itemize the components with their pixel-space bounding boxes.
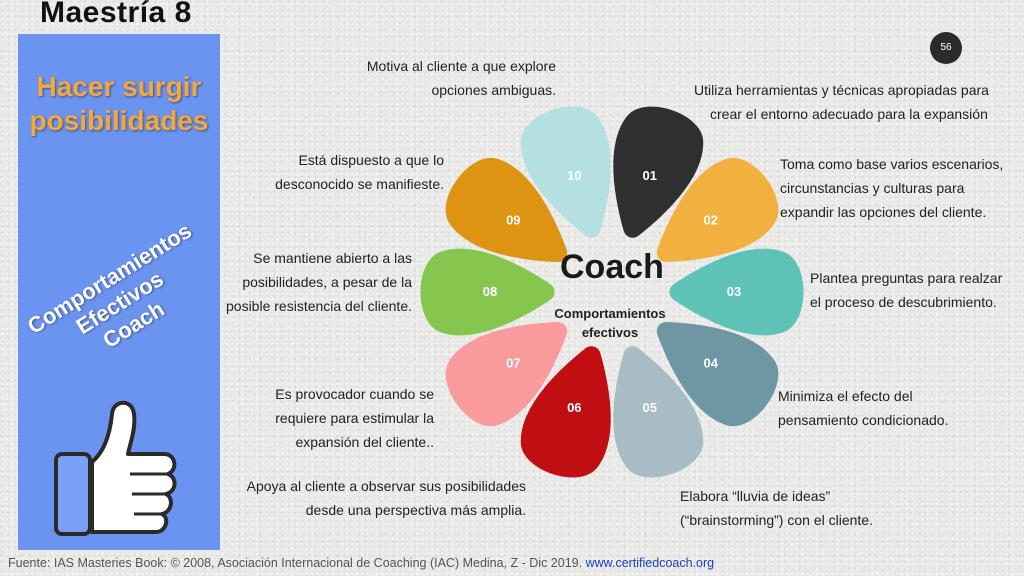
note-04-line1: Minimiza el efecto del [778,388,913,404]
side-heading-line2: posibilidades [29,105,209,136]
note-02: Toma como base varios escenarios, circun… [780,152,1003,224]
note-03-line2: el proceso de descubrimiento. [810,294,997,310]
note-02-line3: expandir las opciones del cliente. [780,204,987,220]
side-panel: Hacer surgir posibilidades Comportamient… [18,34,220,550]
petal-10: 10 [520,106,611,238]
petal-label-06: 06 [567,400,581,415]
note-08: Se mantiene abierto a las posibilidades,… [200,246,412,318]
petal-label-04: 04 [703,356,718,371]
petal-label-08: 08 [483,284,497,299]
note-10-line2: opciones ambiguas. [431,82,556,98]
note-06-line2: desde una perspectiva más amplia. [305,502,526,518]
center-title: Coach [560,248,664,286]
page-number-badge: 56 [930,32,962,64]
footer-source: Fuente: IAS Masteries Book: © 2008, Asoc… [8,556,583,570]
petal-05: 05 [613,346,704,478]
thumbs-up-icon [54,400,177,536]
note-01-line1: Utiliza herramientas y técnicas apropiad… [694,82,989,98]
note-07: Es provocador cuando se requiere para es… [240,382,434,454]
petal-01: 01 [613,106,704,238]
note-03-line1: Plantea preguntas para realzar [810,270,1003,286]
note-01: Utiliza herramientas y técnicas apropiad… [694,78,989,126]
note-01-line2: crear el entorno adecuado para la expans… [710,106,988,122]
note-09-line2: desconocido se manifieste. [275,176,444,192]
petal-label-07: 07 [506,356,520,371]
footer-link[interactable]: www.certifiedcoach.org [585,556,715,570]
note-10-line1: Motiva al cliente a que explore [366,58,556,74]
note-04-line2: pensamiento condicionado. [778,412,949,428]
petal-03: 03 [669,248,804,336]
note-05-line2: (“brainstorming”) con el cliente. [680,512,873,528]
footer: Fuente: IAS Masteries Book: © 2008, Asoc… [8,556,714,570]
petal-label-01: 01 [642,168,656,183]
petal-08: 08 [420,248,555,336]
note-08-line3: posible resistencia del cliente. [226,298,412,314]
note-06: Apoya al cliente a observar sus posibili… [222,474,526,522]
petal-06: 06 [520,346,611,478]
petal-label-09: 09 [506,212,520,227]
petal-label-10: 10 [567,168,581,183]
center-subtitle-line2: efectivos [581,325,639,340]
note-10: Motiva al cliente a que explore opciones… [340,54,556,102]
note-04: Minimiza el efecto del pensamiento condi… [778,384,948,432]
note-02-line1: Toma como base varios escenarios, [780,156,1004,172]
petal-04: 04 [656,321,779,427]
center-subtitle: Comportamientos efectivos [540,304,680,342]
note-08-line1: Se mantiene abierto a las [253,250,412,266]
note-07-line3: expansión del cliente.. [295,434,434,450]
petal-label-03: 03 [727,284,741,299]
note-03: Plantea preguntas para realzar el proces… [810,266,1002,314]
side-heading: Hacer surgir posibilidades [18,70,220,138]
petal-02: 02 [656,157,779,263]
slide-title: Maestría 8 [40,0,192,29]
note-06-line1: Apoya al cliente a observar sus posibili… [246,478,526,494]
note-05: Elabora “lluvia de ideas” (“brainstormin… [680,484,873,532]
note-02-line2: circunstancias y culturas para [780,180,965,196]
note-05-line1: Elabora “lluvia de ideas” [680,488,831,504]
note-07-line2: requiere para estimular la [275,410,434,426]
note-09: Está dispuesto a que lo desconocido se m… [250,148,444,196]
center-subtitle-line1: Comportamientos [554,306,666,321]
petal-09: 09 [445,157,568,263]
side-heading-line1: Hacer surgir [36,71,202,102]
petal-label-02: 02 [703,212,717,227]
note-08-line2: posibilidades, a pesar de la [242,274,412,290]
note-09-line1: Está dispuesto a que lo [298,152,444,168]
petal-label-05: 05 [642,400,656,415]
note-07-line1: Es provocador cuando se [275,386,434,402]
petal-07: 07 [445,321,568,427]
